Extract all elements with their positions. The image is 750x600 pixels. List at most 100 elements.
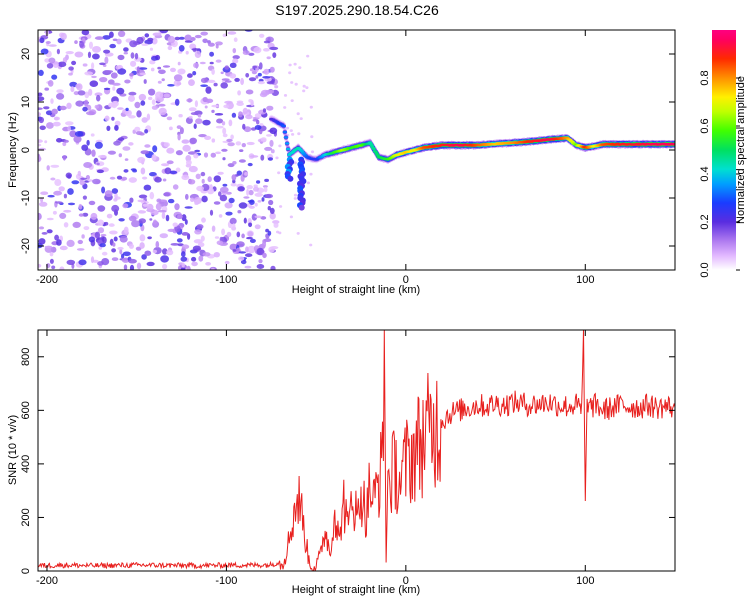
spectrogram-noise-cell xyxy=(101,251,108,256)
spectrogram-noise-cell xyxy=(128,91,137,96)
spectrogram-noise-cell xyxy=(89,41,93,49)
spectrogram-noise-cell xyxy=(247,245,256,254)
spectrogram-noise-cell xyxy=(81,30,90,36)
spectrogram-noise-cell xyxy=(175,150,183,156)
spectrogram-noise-cell xyxy=(220,82,228,89)
spectrogram-noise-cell xyxy=(39,201,48,207)
spectrogram-noise-cell xyxy=(248,99,253,103)
spectrogram-noise-cell xyxy=(193,62,199,68)
spectrogram-noise-cell xyxy=(193,153,199,159)
spectrogram-noise-cell xyxy=(275,156,279,160)
spectrogram-noise-cell xyxy=(238,251,246,254)
spectrogram-noise-cell xyxy=(232,223,236,230)
spectrogram-noise-cell xyxy=(219,186,229,193)
spectrogram-noise-cell xyxy=(73,91,79,96)
spectrogram-noise-cell xyxy=(228,197,235,204)
spectrogram-noise-cell xyxy=(216,118,224,124)
spectrogram-noise-cell xyxy=(98,154,107,159)
spectrogram-noise-cell xyxy=(217,171,224,175)
spectrogram-y-ticks: -20 -10 0 10 20 xyxy=(20,48,675,254)
spectrogram-noise-cell xyxy=(191,256,197,262)
spectrogram-noise-cell xyxy=(297,132,301,136)
spectrogram-noise-cell xyxy=(88,236,96,243)
spectrogram-noise-cell xyxy=(39,125,46,131)
spectrogram-noise-cell xyxy=(191,48,200,51)
spectrogram-noise-cell xyxy=(136,36,144,45)
spectrogram-noise-cell xyxy=(269,139,274,147)
spectrogram-noise-cell xyxy=(194,34,202,39)
spectrogram-noise-cell xyxy=(46,165,50,171)
spectrogram-noise-cell xyxy=(38,107,43,110)
spectrogram-noise-cell xyxy=(63,193,67,199)
spectrogram-noise-cell xyxy=(263,48,270,52)
spectrogram-noise-cell xyxy=(82,106,88,112)
spectrogram-noise-cell xyxy=(223,104,230,109)
spectrogram-noise-cell xyxy=(89,80,99,87)
spectrogram-noise-cell xyxy=(267,230,272,236)
spectrogram-noise-cell xyxy=(238,111,243,118)
spectrogram-noise-cell xyxy=(79,180,86,186)
snr-y-ticks: 0 200 400 600 800 xyxy=(20,348,675,574)
spectrogram-noise-cell xyxy=(109,31,114,38)
spectrogram-noise-cell xyxy=(121,257,130,263)
spectrogram-noise-cell xyxy=(262,76,271,79)
spectrogram-noise-cell xyxy=(257,200,262,203)
spectrogram-noise-cell xyxy=(104,190,113,198)
spectrogram-noise-cell xyxy=(310,150,315,154)
spectrogram-noise-cell xyxy=(123,169,129,173)
spectrogram-noise-cell xyxy=(94,92,103,97)
spectrogram-noise-cell xyxy=(146,261,155,267)
spectrogram-noise-cell xyxy=(67,202,76,206)
spectrogram-noise-cell xyxy=(264,178,269,182)
spectrogram-noise-cell xyxy=(159,30,169,34)
spectrogram-noise-cell xyxy=(83,162,93,168)
spectrogram-noise-cell xyxy=(253,184,258,188)
spectrogram-noise-cell xyxy=(136,110,142,118)
spectrogram-noise-cell xyxy=(262,185,268,188)
spectrogram-noise-cell xyxy=(113,140,121,146)
spectrogram-noise-cell xyxy=(194,50,202,59)
spectrogram-noise-cell xyxy=(242,107,248,114)
colorbar-tick-label: 0.2 xyxy=(699,214,711,229)
y-tick-label: 200 xyxy=(20,508,32,526)
spectrogram-noise-cell xyxy=(45,110,53,116)
spectrogram-noise-cell xyxy=(302,84,306,88)
spectrogram-noise-cell xyxy=(56,138,63,143)
spectrogram-noise-cell xyxy=(306,54,310,58)
colorbar-tick-label: 0.8 xyxy=(699,70,711,85)
spectrogram-noise-cell xyxy=(240,77,245,86)
spectrogram-noise-cell xyxy=(211,104,219,108)
spectrogram-noise-cell xyxy=(211,225,216,232)
spectrogram-noise-cell xyxy=(92,53,100,60)
spectrogram-noise-cell xyxy=(248,77,257,82)
spectrogram-noise-cell xyxy=(99,62,106,66)
spectrogram-noise-cell xyxy=(172,222,178,228)
spectrogram-noise-cell xyxy=(162,263,168,270)
spectrogram-noise-cell xyxy=(211,267,215,270)
y-tick-label: -10 xyxy=(20,190,32,206)
spectrogram-noise-cell xyxy=(118,218,125,222)
spectrogram-noise-cell xyxy=(68,72,73,76)
spectrogram-noise-cell xyxy=(267,206,271,211)
spectrogram-noise-cell xyxy=(113,100,119,107)
spectrogram-noise-cell xyxy=(259,123,264,127)
spectrogram-noise-cell xyxy=(113,198,118,202)
spectrogram-noise-cell xyxy=(44,140,48,144)
spectrogram-noise-cell xyxy=(122,203,129,209)
colorbar-tick-label: 0.0 xyxy=(699,262,711,277)
spectrogram-noise-cell xyxy=(151,99,156,105)
x-tick-label: 0 xyxy=(403,274,409,286)
spectrogram-noise-cell xyxy=(50,98,54,104)
spectrogram-noise-cell xyxy=(163,192,171,197)
y-tick-label: 600 xyxy=(20,401,32,419)
spectrogram-noise-cell xyxy=(245,246,249,253)
spectrogram-noise-cell xyxy=(209,209,214,216)
spectrogram-noise-cell xyxy=(309,172,313,176)
spectrogram-noise-cell xyxy=(94,104,100,109)
spectrogram-noise-cell xyxy=(77,170,82,177)
spectrogram-noise-cell xyxy=(219,194,228,202)
spectrogram-noise-cell xyxy=(99,77,108,83)
spectrogram-noise-cell xyxy=(215,125,224,129)
spectrogram-noise-cell xyxy=(207,42,215,47)
spectrogram-noise-cell xyxy=(71,180,80,185)
